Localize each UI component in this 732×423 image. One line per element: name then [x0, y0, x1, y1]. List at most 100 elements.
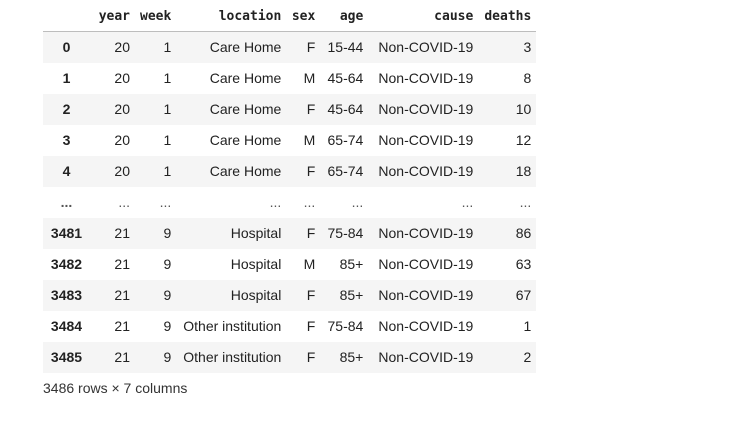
cell-deaths: 2 [523, 349, 532, 365]
header-age: age [320, 1, 369, 32]
cell-year: 21 [114, 318, 130, 334]
cell-age: 65-74 [327, 163, 364, 179]
table-row: 3482 21 9 Hospital M 85+ Non-COVID-19 63 [43, 248, 537, 280]
cell-week: 1 [163, 132, 172, 148]
cell-deaths: 8 [523, 70, 532, 86]
table-row: 3483 21 9 Hospital F 85+ Non-COVID-19 67 [43, 279, 537, 311]
cell-year: 20 [114, 70, 130, 86]
cell-week: 1 [163, 101, 172, 117]
cell-age: 85+ [339, 349, 364, 365]
row-index: 3481 [50, 225, 83, 241]
table-row: 3485 21 9 Other institution F 85+ Non-CO… [43, 341, 537, 373]
header-location: location [176, 1, 287, 32]
row-index: 3485 [50, 349, 83, 365]
cell-year: 21 [114, 225, 130, 241]
cell-week: 9 [163, 225, 172, 241]
cell-year: 21 [114, 287, 130, 303]
cell-location: Hospital [230, 225, 282, 241]
header-year: year [90, 1, 135, 32]
cell-location: Care Home [209, 39, 282, 56]
cell-deaths: 63 [515, 256, 532, 272]
cell-location: Other institution [183, 349, 282, 365]
header-deaths: deaths [478, 1, 537, 32]
cell-sex: F [306, 225, 316, 241]
cell-cause: Non-COVID-19 [378, 163, 474, 179]
cell-deaths: ... [519, 194, 532, 210]
cell-deaths: 10 [515, 101, 532, 117]
row-index: 1 [62, 70, 71, 86]
table-row-ellipsis: ... ... ... ... ... ... ... ... [43, 186, 537, 218]
cell-deaths: 12 [515, 132, 532, 148]
table-row: 3 20 1 Care Home M 65-74 Non-COVID-19 12 [43, 124, 537, 156]
row-index: ... [60, 194, 73, 210]
cell-sex: M [303, 70, 316, 86]
cell-sex: ... [303, 194, 316, 210]
cell-age: 45-64 [327, 101, 364, 117]
cell-deaths: 86 [515, 225, 532, 241]
cell-week: 9 [163, 287, 172, 303]
cell-week: 9 [163, 318, 172, 334]
table-header: year week location sex age cause deaths [43, 1, 537, 32]
dataframe-output: year week location sex age cause deaths … [43, 1, 537, 373]
cell-age: 45-64 [327, 70, 364, 86]
row-index: 2 [62, 101, 71, 117]
cell-year: ... [118, 194, 130, 210]
table-body: 0 20 1 Care Home F 15-44 Non-COVID-19 3 … [43, 31, 537, 373]
cell-location: Other institution [183, 318, 282, 334]
cell-sex: F [306, 101, 316, 117]
dataframe-shape-text: 3486 rows × 7 columns [43, 380, 188, 396]
cell-location: Care Home [209, 132, 282, 148]
table-row: 0 20 1 Care Home F 15-44 Non-COVID-19 3 [43, 31, 537, 63]
cell-week: 1 [163, 70, 172, 86]
dataframe-table: year week location sex age cause deaths … [43, 1, 537, 373]
cell-age: ... [351, 194, 364, 210]
cell-age: 85+ [339, 287, 364, 303]
cell-cause: Non-COVID-19 [378, 39, 474, 56]
cell-year: 20 [114, 163, 130, 179]
cell-sex: F [306, 39, 316, 56]
row-index: 3483 [50, 287, 83, 303]
cell-cause: ... [461, 194, 474, 210]
cell-location: Care Home [209, 70, 282, 86]
cell-sex: F [306, 287, 316, 303]
row-index: 4 [62, 163, 71, 179]
row-index: 3484 [50, 318, 83, 334]
header-row: year week location sex age cause deaths [43, 1, 537, 32]
cell-sex: F [306, 318, 316, 334]
cell-deaths: 67 [515, 287, 532, 303]
cell-cause: Non-COVID-19 [378, 318, 474, 334]
cell-week: 1 [163, 163, 172, 179]
cell-cause: Non-COVID-19 [378, 132, 474, 148]
cell-year: 20 [114, 132, 130, 148]
cell-cause: Non-COVID-19 [378, 256, 474, 272]
header-sex: sex [286, 1, 321, 32]
cell-location: ... [269, 194, 282, 210]
cell-year: 20 [114, 101, 130, 117]
cell-age: 65-74 [327, 132, 364, 148]
cell-year: 20 [114, 39, 130, 56]
cell-cause: Non-COVID-19 [378, 349, 474, 365]
table-row: 1 20 1 Care Home M 45-64 Non-COVID-19 8 [43, 62, 537, 94]
cell-sex: F [306, 163, 316, 179]
table-row: 2 20 1 Care Home F 45-64 Non-COVID-19 10 [43, 93, 537, 125]
cell-week: 1 [163, 39, 172, 56]
cell-cause: Non-COVID-19 [378, 101, 474, 117]
row-index: 3 [62, 132, 71, 148]
cell-deaths: 18 [515, 163, 532, 179]
cell-location: Care Home [209, 163, 282, 179]
cell-week: 9 [163, 349, 172, 365]
cell-age: 85+ [339, 256, 364, 272]
cell-cause: Non-COVID-19 [378, 70, 474, 86]
cell-age: 75-84 [327, 318, 364, 334]
table-row: 4 20 1 Care Home F 65-74 Non-COVID-19 18 [43, 155, 537, 187]
cell-location: Care Home [209, 101, 282, 117]
cell-week: ... [159, 194, 172, 210]
header-week: week [135, 1, 177, 32]
cell-cause: Non-COVID-19 [378, 225, 474, 241]
header-index [43, 1, 90, 32]
cell-sex: M [303, 256, 316, 272]
cell-week: 9 [163, 256, 172, 272]
cell-deaths: 3 [523, 39, 532, 56]
table-row: 3481 21 9 Hospital F 75-84 Non-COVID-19 … [43, 217, 537, 249]
cell-age: 75-84 [327, 225, 364, 241]
